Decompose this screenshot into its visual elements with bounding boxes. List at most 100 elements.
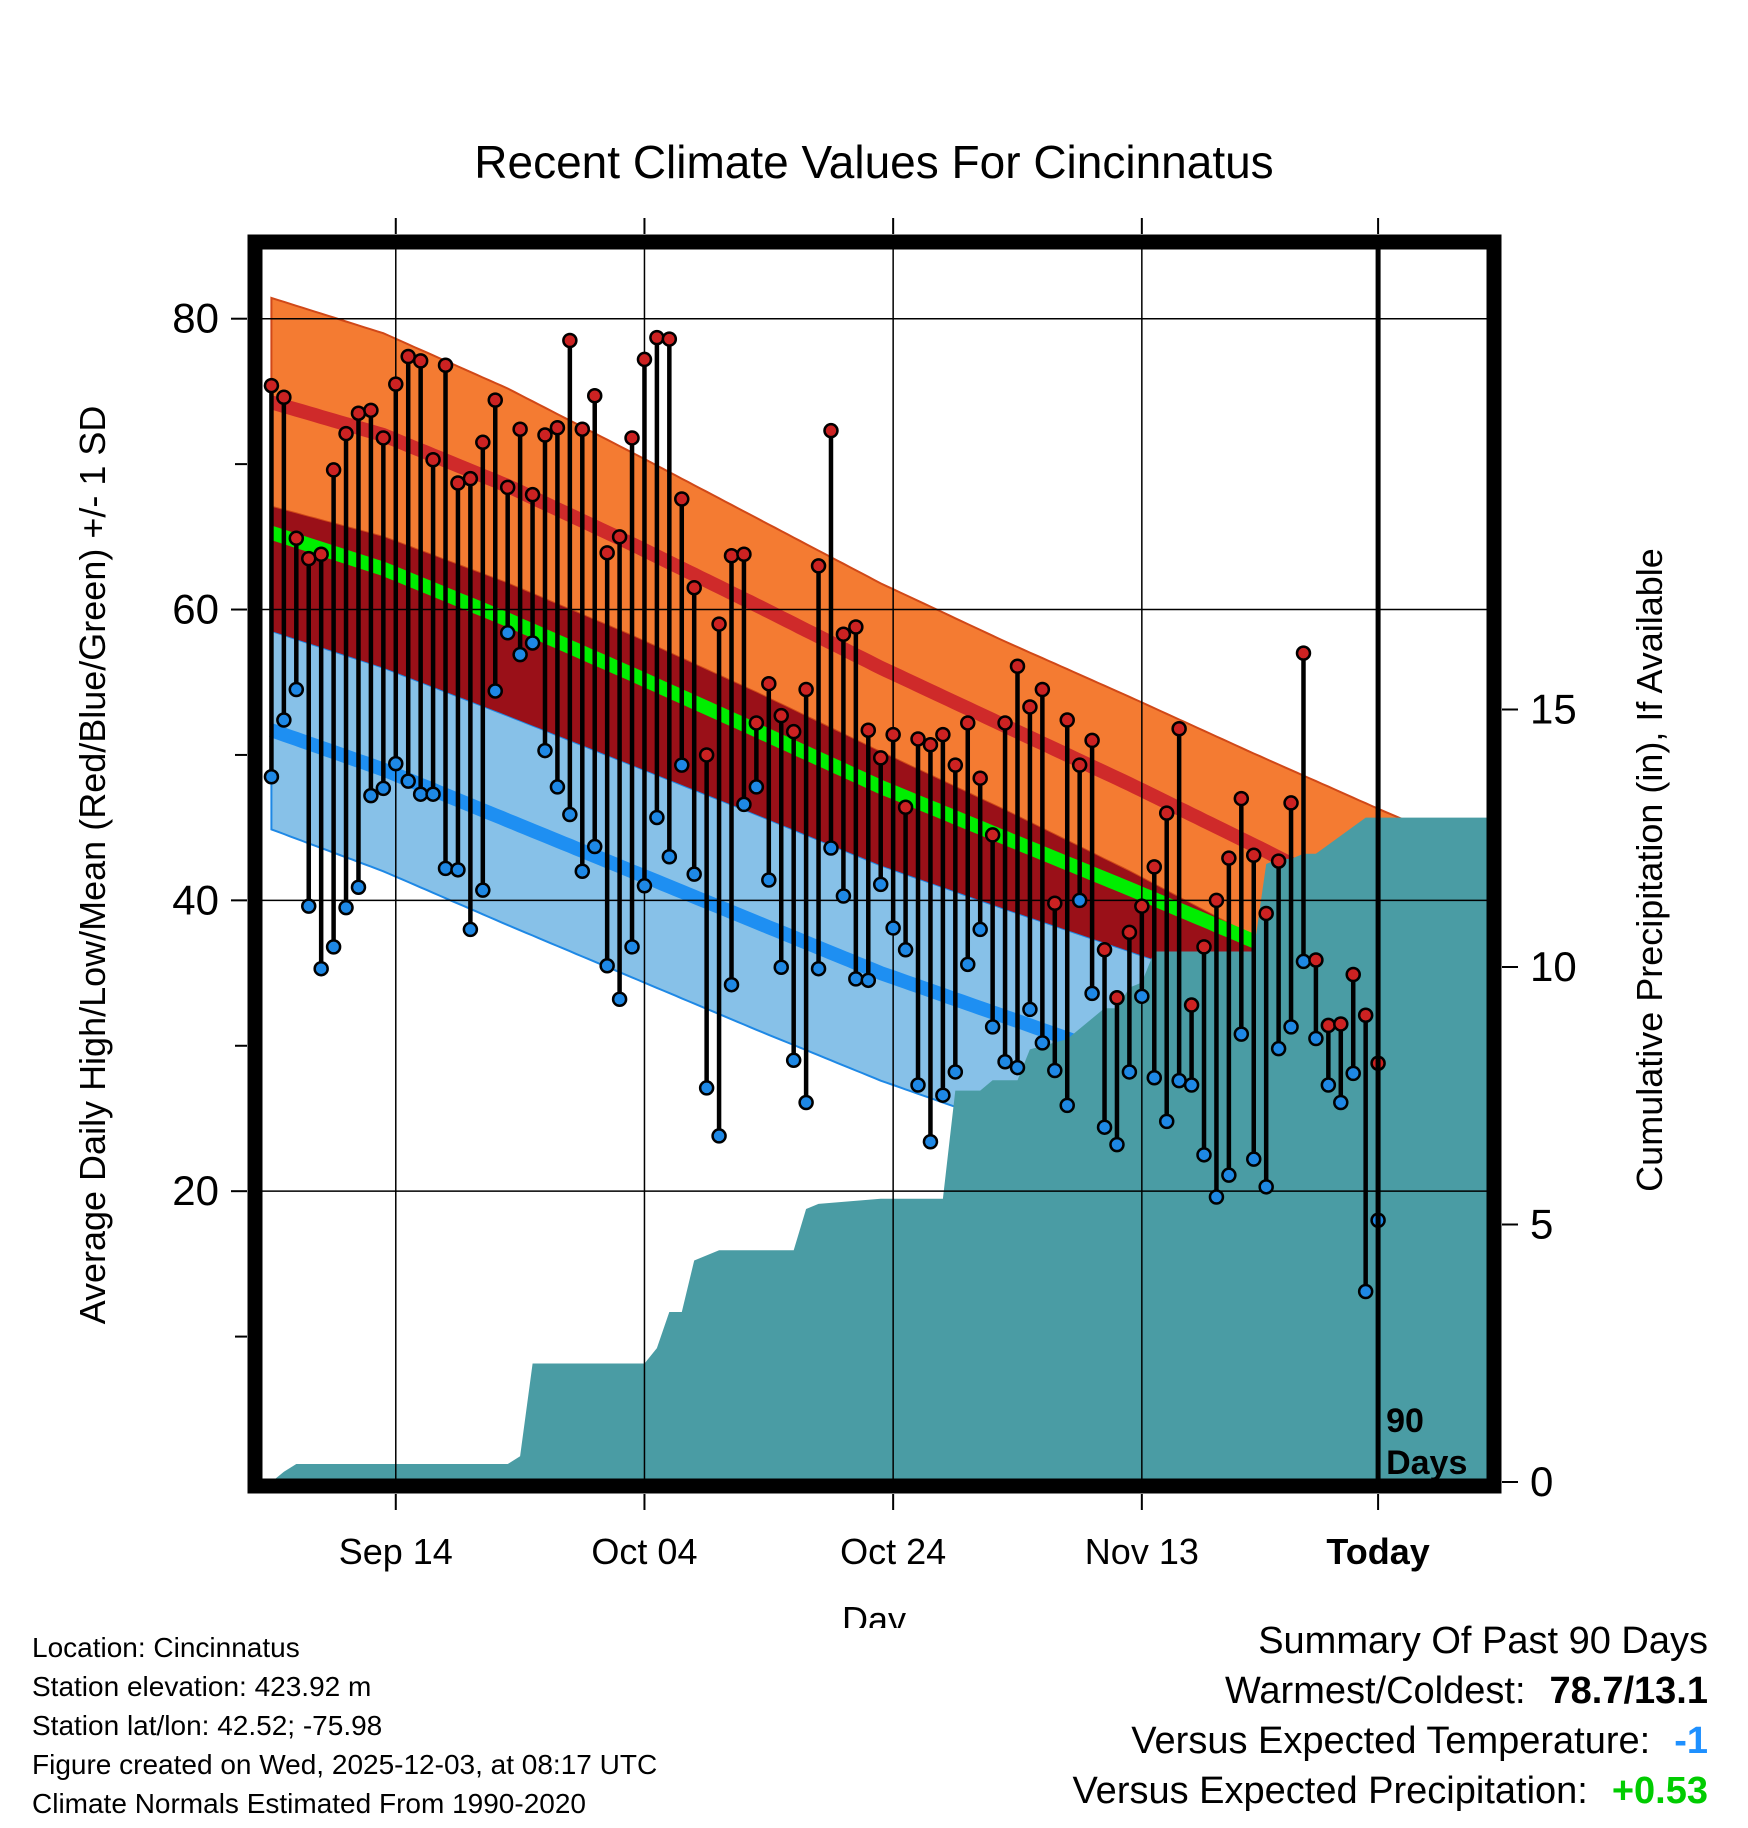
high-temp-point — [325, 462, 342, 478]
normals-text: Climate Normals Estimated From 1990-2020 — [32, 1788, 586, 1819]
high-temp-point — [1109, 990, 1125, 1006]
low-temp-point — [524, 635, 541, 651]
low-temp-point — [462, 921, 479, 938]
low-temp-point — [1146, 1070, 1163, 1086]
ninety-days-label-line2: Days — [1386, 1444, 1467, 1482]
low-temp-point — [922, 1133, 939, 1150]
high-temp-point — [537, 427, 553, 443]
low-temp-point — [835, 888, 852, 904]
low-temp-point — [1258, 1179, 1274, 1195]
high-temp-point — [736, 546, 752, 563]
station-info: Location: Cincinnatus Station elevation:… — [32, 1628, 657, 1823]
high-temp-point — [1171, 721, 1187, 737]
precip-area — [271, 817, 1490, 1482]
temp-anomaly-label: Versus Expected Temperature: — [1131, 1720, 1651, 1762]
precip-anomaly-row: Versus Expected Precipitation: +0.53 — [1072, 1766, 1708, 1816]
high-temp-point — [400, 348, 416, 365]
low-temp-point — [475, 882, 491, 898]
high-temp-point — [1320, 1017, 1337, 1034]
low-temp-point — [375, 780, 392, 797]
high-temp-point — [686, 579, 702, 596]
low-temp-point — [512, 646, 528, 663]
high-temp-point — [288, 530, 305, 547]
low-temp-point — [1034, 1035, 1051, 1051]
high-temp-point — [388, 376, 404, 392]
low-temp-point — [1158, 1113, 1175, 1130]
low-temp-point — [984, 1019, 1001, 1035]
temp-anomaly-value: -1 — [1674, 1720, 1708, 1762]
low-temp-point — [1308, 1030, 1324, 1047]
low-temp-point — [698, 1080, 715, 1096]
low-temp-point — [499, 625, 516, 641]
high-temp-point — [462, 470, 479, 487]
high-temp-point — [972, 770, 988, 786]
low-temp-point — [748, 779, 765, 795]
low-temp-point — [400, 773, 416, 789]
low-temp-point — [1084, 985, 1100, 1002]
low-temp-point — [785, 1052, 802, 1069]
low-temp-point — [1109, 1136, 1125, 1153]
low-temp-point — [624, 939, 640, 955]
low-temp-point — [848, 971, 864, 987]
high-temp-point — [723, 547, 740, 564]
high-temp-point — [624, 430, 640, 446]
x-tick-label: Oct 24 — [840, 1531, 946, 1572]
high-temp-point — [984, 827, 1001, 843]
low-temp-point — [810, 960, 827, 977]
low-temp-point — [1183, 1077, 1200, 1093]
y-axis-label: Average Daily High/Low/Mean (Red/Blue/Gr… — [72, 406, 113, 1325]
high-temp-point — [910, 731, 926, 747]
low-temp-point — [388, 755, 404, 772]
low-temp-point — [1357, 1283, 1374, 1300]
high-temp-point — [1134, 898, 1150, 914]
high-temp-point — [1071, 757, 1088, 773]
high-temp-point — [823, 422, 839, 439]
low-temp-point — [300, 898, 317, 914]
low-temp-point — [599, 958, 615, 974]
high-temp-point — [562, 332, 578, 349]
y2-tick-label: 10 — [1530, 943, 1577, 990]
high-temp-point — [835, 626, 852, 642]
high-temp-point — [947, 757, 964, 773]
high-temp-point — [711, 616, 727, 632]
low-temp-point — [1245, 1151, 1262, 1167]
high-temp-point — [773, 707, 789, 724]
low-temp-point — [1022, 1001, 1038, 1018]
low-temp-point — [350, 879, 367, 896]
high-temp-point — [897, 799, 914, 816]
low-temp-point — [425, 786, 441, 802]
warmest-coldest-label: Warmest/Coldest: — [1224, 1670, 1526, 1712]
low-temp-point — [363, 787, 379, 804]
warmest-coldest-row: Warmest/Coldest: 78.7/13.1 — [1072, 1666, 1708, 1716]
high-temp-point — [1258, 905, 1274, 922]
high-temp-point — [487, 392, 504, 408]
high-temp-point — [524, 486, 541, 503]
high-temp-point — [997, 715, 1013, 731]
low-temp-point — [562, 806, 578, 823]
low-temp-point — [736, 796, 752, 813]
high-temp-point — [872, 750, 889, 766]
high-temp-point — [512, 421, 528, 437]
high-temp-point — [1034, 681, 1051, 698]
high-temp-point — [574, 421, 591, 437]
low-temp-point — [586, 838, 603, 855]
low-temp-point — [276, 712, 292, 728]
low-temp-point — [636, 878, 653, 894]
chart-title: Recent Climate Values For Cincinnatus — [474, 136, 1273, 188]
high-temp-point — [922, 737, 939, 753]
plot-frame — [247, 234, 1502, 1494]
low-temp-point — [537, 742, 553, 759]
high-temp-point — [1183, 997, 1200, 1013]
high-temp-point — [263, 377, 280, 394]
low-temp-point — [412, 786, 429, 802]
low-temp-point — [1171, 1072, 1187, 1089]
low-temp-point — [872, 876, 889, 893]
y2-tick-label: 15 — [1530, 686, 1577, 733]
elevation-text: Station elevation: 423.92 m — [32, 1671, 372, 1702]
high-temp-point — [425, 452, 441, 468]
low-temp-point — [1096, 1119, 1113, 1135]
high-temp-point — [1295, 645, 1312, 661]
low-temp-point — [1196, 1147, 1212, 1163]
low-temp-point — [1221, 1167, 1237, 1183]
low-temp-point — [313, 960, 329, 977]
